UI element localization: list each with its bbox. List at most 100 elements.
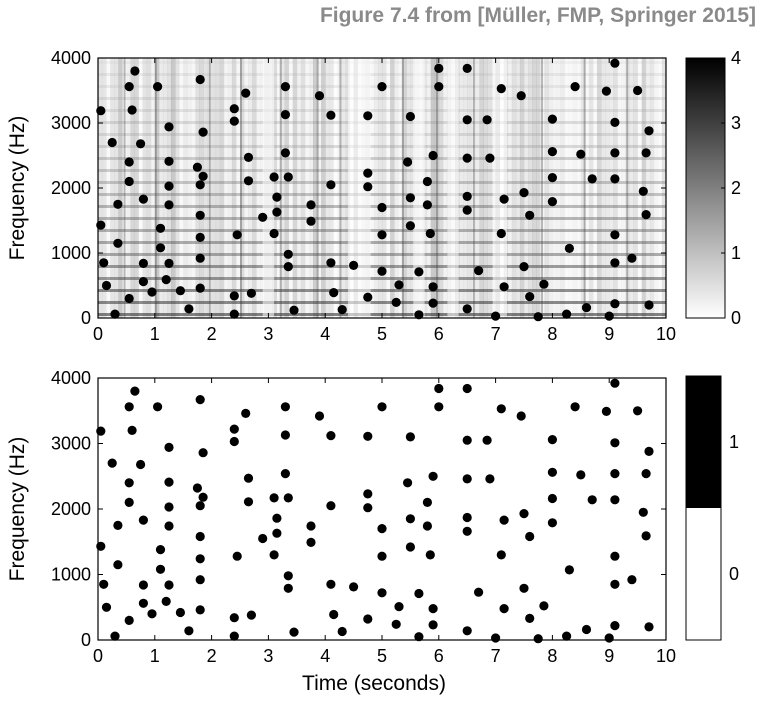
peak-point — [377, 524, 387, 534]
spectrogram-onset — [279, 58, 282, 318]
spectrogram-onset — [401, 58, 404, 318]
peak-point — [124, 293, 134, 304]
x-tick-label: 5 — [377, 324, 387, 344]
spectrogram-onset — [583, 58, 586, 318]
spectrogram-frame — [442, 58, 448, 318]
peak-point — [638, 507, 648, 517]
peak-point — [124, 157, 134, 167]
spectrogram-frame — [609, 58, 614, 318]
spectrogram-frame — [511, 58, 517, 318]
peak-point — [363, 431, 373, 441]
spectrogram-frame — [252, 58, 257, 318]
peak-point — [306, 200, 316, 210]
peak-point — [405, 193, 415, 203]
peak-point — [110, 309, 120, 319]
peak-point — [519, 188, 529, 198]
peak-point — [314, 411, 325, 421]
spectrogram-frame — [552, 58, 557, 318]
spectrogram-frame — [231, 58, 237, 318]
peak-point — [462, 304, 472, 314]
x-tick-label: 10 — [656, 324, 676, 344]
peak-point — [124, 615, 134, 626]
peak-point — [525, 613, 535, 624]
peak-point — [533, 312, 543, 322]
spectrogram-frame — [223, 58, 229, 318]
peak-point — [258, 212, 268, 222]
peak-point — [101, 602, 112, 612]
spectrogram-frame — [564, 58, 570, 318]
peak-point — [499, 604, 509, 614]
spectrogram-frame — [345, 58, 350, 318]
peak-point — [434, 63, 444, 73]
spectrogram-frame — [528, 58, 533, 318]
colorbar-tick-label: 1 — [729, 432, 739, 452]
spectrogram-frame — [325, 58, 330, 318]
peak-point — [107, 458, 117, 468]
peak-point — [283, 172, 293, 182]
peak-point — [232, 551, 242, 561]
spectrogram-streak — [447, 58, 459, 318]
spectrogram-streak — [492, 58, 507, 318]
peak-point — [641, 210, 651, 220]
peak-point — [405, 542, 415, 552]
peak-point — [113, 199, 123, 209]
y-tick-label: 3000 — [51, 434, 91, 454]
peak-point — [363, 489, 373, 499]
peak-point — [326, 501, 336, 511]
peak-point — [113, 520, 123, 531]
peak-point — [337, 305, 347, 315]
peak-point — [422, 200, 432, 210]
peak-point — [414, 632, 424, 642]
peak-point — [525, 210, 535, 220]
spectrogram-frame — [260, 58, 265, 318]
peak-point — [175, 286, 185, 296]
spectrogram-frame — [572, 58, 578, 318]
peak-point — [147, 609, 157, 619]
spectrogram-frame — [540, 58, 545, 318]
peak-point — [482, 115, 492, 125]
peak-point — [326, 431, 336, 441]
spectrogram-frame — [593, 58, 598, 318]
peak-point — [610, 438, 620, 448]
spectrogram-band — [98, 97, 666, 100]
peak-point — [99, 258, 109, 268]
peak-point — [496, 84, 506, 94]
peak-point — [155, 243, 166, 253]
peak-point — [462, 626, 472, 636]
x-tick-label: 3 — [263, 646, 273, 666]
peak-point — [147, 287, 157, 297]
peak-point — [195, 283, 205, 293]
spectrogram-frame — [373, 58, 379, 318]
peak-point — [229, 104, 239, 114]
peak-point — [610, 174, 620, 184]
spectrogram-frame — [118, 58, 123, 318]
peak-point — [644, 300, 654, 310]
spectrogram-frame — [390, 58, 395, 318]
spectrogram-frame — [406, 58, 411, 318]
peak-point — [280, 148, 290, 158]
spectrogram-frame — [122, 58, 127, 318]
spectrogram-frame — [203, 58, 208, 318]
peak-point — [107, 137, 117, 148]
x-tick-label: 2 — [207, 646, 217, 666]
peak-point — [198, 492, 208, 502]
peak-point — [363, 614, 373, 624]
peak-point — [243, 176, 254, 186]
spectrogram-frame — [584, 58, 590, 318]
peak-point — [153, 402, 163, 412]
spectrogram-frame — [463, 58, 468, 318]
peak-point — [326, 180, 336, 190]
spectrogram-band — [98, 301, 666, 304]
peak-point — [138, 194, 148, 204]
colorbar-tick-label: 0 — [729, 564, 739, 584]
peak-point — [229, 291, 239, 301]
peak-point — [414, 588, 424, 599]
spectrogram-frame — [110, 58, 115, 318]
spectrogram-streak — [347, 58, 371, 318]
peak-point — [329, 288, 339, 298]
peak-point — [377, 588, 387, 598]
peak-point — [161, 596, 171, 607]
spectrogram-frame — [187, 58, 192, 318]
peak-point — [644, 126, 654, 136]
spectrogram-frame — [158, 58, 164, 318]
